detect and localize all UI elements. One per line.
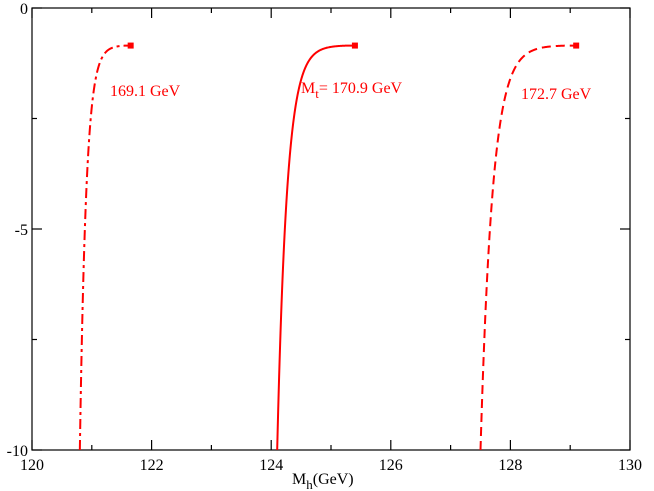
x-tick-label-122: 122 bbox=[140, 457, 164, 474]
annotation-layer: 169.1 GeV Mt= 170.9 GeV 172.7 GeV bbox=[110, 80, 592, 103]
annotation-170-9-tail: = 170.9 GeV bbox=[319, 80, 403, 97]
series-line-172-7 bbox=[479, 44, 577, 451]
annotation-172-7: 172.7 GeV bbox=[521, 86, 592, 103]
series-line-170-9 bbox=[276, 44, 355, 451]
annotation-170-9-sub: t bbox=[315, 86, 319, 101]
series-endpoint-169-1 bbox=[127, 42, 134, 49]
y-tick-label-0: 0 bbox=[20, 1, 28, 18]
x-axis-label-sub: h bbox=[306, 477, 313, 491]
series-endpoint-172-7 bbox=[573, 42, 580, 49]
x-axis-label-main: M bbox=[292, 471, 306, 488]
x-axis-label: Mh(GeV) bbox=[292, 471, 354, 491]
x-tick-label-130: 130 bbox=[618, 457, 642, 474]
annotation-170-9-main: M bbox=[301, 80, 315, 97]
x-tick-label-128: 128 bbox=[498, 457, 522, 474]
x-tick-label-124: 124 bbox=[259, 457, 283, 474]
annotation-170-9: Mt= 170.9 GeV bbox=[301, 80, 403, 101]
x-axis-label-tail: (GeV) bbox=[313, 471, 354, 488]
series-endpoint-170-9 bbox=[351, 42, 358, 49]
y-tick-label--10: -10 bbox=[7, 443, 28, 460]
series-layer bbox=[78, 42, 580, 451]
annotation-169-1: 169.1 GeV bbox=[110, 83, 181, 100]
plot-frame bbox=[31, 7, 631, 451]
series-line-169-1 bbox=[78, 44, 131, 451]
x-tick-label-120: 120 bbox=[20, 457, 44, 474]
x-axis-ticks: 120 122 124 126 128 130 bbox=[20, 8, 642, 474]
y-axis-ticks: -10 -5 0 bbox=[7, 1, 630, 460]
y-tick-label--5: -5 bbox=[15, 222, 28, 239]
x-tick-label-126: 126 bbox=[379, 457, 403, 474]
